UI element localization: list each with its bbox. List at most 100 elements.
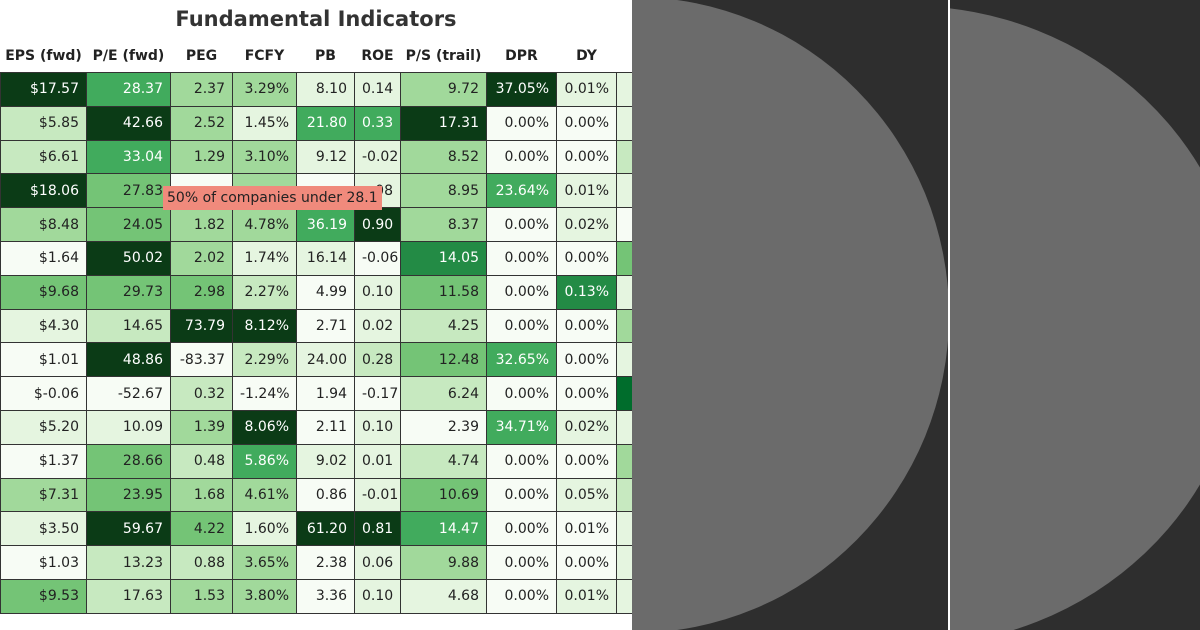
table-cell: 0.00% bbox=[486, 207, 557, 242]
indicators-panel: Fundamental Indicators EPS (fwd) P/E (fwd… bbox=[0, 7, 632, 614]
table-cell: 17.63 bbox=[86, 578, 171, 614]
table-cell: 12.48 bbox=[400, 342, 487, 378]
table-cell: 2.02 bbox=[170, 240, 233, 276]
table-cell bbox=[616, 139, 632, 175]
column-header[interactable]: PB bbox=[315, 48, 336, 64]
column-header[interactable]: DPR bbox=[505, 48, 538, 64]
table-cell bbox=[616, 240, 632, 276]
table-cell: 0.00% bbox=[486, 308, 557, 344]
table-cell: 2.52 bbox=[170, 105, 233, 141]
column-header[interactable]: DY bbox=[576, 48, 597, 64]
table-cell: -0.06 bbox=[354, 240, 401, 276]
table-cell: 0.10 bbox=[354, 578, 401, 614]
table-cell: 3.36 bbox=[296, 578, 355, 614]
table-cell: $9.68 bbox=[0, 274, 87, 310]
table-row: $8.48 24.05 1.82 4.78% 36.19 0.90 8.37 0.00% 0.0… bbox=[0, 207, 632, 242]
table-cell: 0.32 bbox=[170, 376, 233, 411]
table-row: $1.01 48.86 -83.37 2.29% 24.00 0.28 12.48 32.65… bbox=[0, 342, 632, 378]
table-cell: 2.98 bbox=[170, 274, 233, 310]
table-cell: 4.78% bbox=[232, 207, 297, 242]
table-cell: 1.68 bbox=[170, 477, 233, 513]
column-header[interactable]: P/E (fwd) bbox=[92, 48, 165, 64]
half-circle-shape bbox=[950, 6, 1200, 630]
column-header[interactable]: FCFY bbox=[244, 48, 285, 64]
table-cell: 0.01% bbox=[556, 173, 617, 209]
table-cell: -1.24% bbox=[232, 376, 297, 411]
column-header[interactable]: EPS (fwd) bbox=[5, 48, 82, 64]
table-cell: 0.88 bbox=[170, 545, 233, 580]
table-cell: 8.06% bbox=[232, 409, 297, 445]
table-cell: 8.10 bbox=[296, 72, 355, 107]
table-cell: 0.90 bbox=[354, 207, 401, 242]
table-cell bbox=[616, 308, 632, 344]
table-cell: 0.00% bbox=[556, 443, 617, 479]
table-cell: 0.01% bbox=[556, 72, 617, 107]
table-cell: 0.10 bbox=[354, 274, 401, 310]
table-cell: $1.64 bbox=[0, 240, 87, 276]
table-cell: 0.00% bbox=[556, 240, 617, 276]
column-header[interactable]: ROE bbox=[361, 48, 394, 64]
table-cell: 0.00% bbox=[486, 139, 557, 175]
table-cell: 1.94 bbox=[296, 376, 355, 411]
table-cell: 3.10% bbox=[232, 139, 297, 175]
table-row: $9.53 17.63 1.53 3.80% 3.36 0.10 4.68 0.00% 0.01… bbox=[0, 578, 632, 614]
table-cell: 0.00% bbox=[486, 274, 557, 310]
table-cell: 0.00% bbox=[556, 139, 617, 175]
table-cell bbox=[616, 545, 632, 580]
header-row: EPS (fwd) P/E (fwd) PEG FCFY PB ROE P/S (trail… bbox=[1, 40, 633, 73]
table-cell: $9.53 bbox=[0, 578, 87, 614]
table-cell: 24.05 bbox=[86, 207, 171, 242]
table-cell: 0.05% bbox=[556, 477, 617, 513]
table-row: $1.37 28.66 0.48 5.86% 9.02 0.01 4.74 0.00% 0.00… bbox=[0, 443, 632, 479]
table-cell: -83.37 bbox=[170, 342, 233, 378]
table-row: $3.50 59.67 4.22 1.60% 61.20 0.81 14.47 0.00% 0.… bbox=[0, 511, 632, 547]
table-row: $1.03 13.23 0.88 3.65% 2.38 0.06 9.88 0.00% 0.00… bbox=[0, 545, 632, 580]
table-cell bbox=[616, 409, 632, 445]
table-row: $6.61 33.04 1.29 3.10% 9.12 -0.02 8.52 0.00% 0.0… bbox=[0, 139, 632, 175]
table-cell: 1.45% bbox=[232, 105, 297, 141]
table-cell bbox=[616, 173, 632, 209]
table-cell: 3.29% bbox=[232, 72, 297, 107]
table-cell: -0.01 bbox=[354, 477, 401, 513]
table-row: $4.30 14.65 73.79 8.12% 2.71 0.02 4.25 0.00% 0.0… bbox=[0, 308, 632, 344]
table-cell: 59.67 bbox=[86, 511, 171, 547]
table-cell: $-0.06 bbox=[0, 376, 87, 411]
table-cell: 9.72 bbox=[400, 72, 487, 107]
table-cell: 2.38 bbox=[296, 545, 355, 580]
table-cell: 0.00% bbox=[556, 308, 617, 344]
table-cell: 2.29% bbox=[232, 342, 297, 378]
table-cell: 1.74% bbox=[232, 240, 297, 276]
table-row: $7.31 23.95 1.68 4.61% 0.86 -0.01 10.69 0.00% 0.… bbox=[0, 477, 632, 513]
table-cell: 1.29 bbox=[170, 139, 233, 175]
table-cell: 23.64% bbox=[486, 173, 557, 209]
table-cell: 1.39 bbox=[170, 409, 233, 445]
table-cell: 0.28 bbox=[354, 342, 401, 378]
table-cell: 0.02 bbox=[354, 308, 401, 344]
table-cell: 0.00% bbox=[486, 240, 557, 276]
table-cell: 0.86 bbox=[296, 477, 355, 513]
table-cell: $8.48 bbox=[0, 207, 87, 242]
table-cell: 0.00% bbox=[556, 105, 617, 141]
table-cell: 17.31 bbox=[400, 105, 487, 141]
table-cell: 4.68 bbox=[400, 578, 487, 614]
table-cell: 0.00% bbox=[486, 545, 557, 580]
table-cell: 0.00% bbox=[486, 376, 557, 411]
indicators-table: EPS (fwd) P/E (fwd) PEG FCFY PB ROE P/S (trail… bbox=[0, 40, 632, 614]
table-row: $9.68 29.73 2.98 2.27% 4.99 0.10 11.58 0.00% 0.1… bbox=[0, 274, 632, 310]
table-cell: 34.71% bbox=[486, 409, 557, 445]
column-header[interactable]: PEG bbox=[185, 48, 218, 64]
table-cell: 4.99 bbox=[296, 274, 355, 310]
table-cell: 4.74 bbox=[400, 443, 487, 479]
column-header[interactable]: P/S (trail) bbox=[405, 48, 482, 64]
table-cell: 2.27% bbox=[232, 274, 297, 310]
table-cell: 50.02 bbox=[86, 240, 171, 276]
column-header[interactable] bbox=[617, 40, 633, 73]
table-title: Fundamental Indicators bbox=[175, 7, 457, 31]
table-cell: 4.25 bbox=[400, 308, 487, 344]
table-row: $5.85 42.66 2.52 1.45% 21.80 0.33 17.31 0.00% 0.… bbox=[0, 105, 632, 141]
table-cell: 14.65 bbox=[86, 308, 171, 344]
table-cell: 27.83 bbox=[86, 173, 171, 209]
table-cell: 0.33 bbox=[354, 105, 401, 141]
table-cell: 0.48 bbox=[170, 443, 233, 479]
table-cell: 0.13% bbox=[556, 274, 617, 310]
